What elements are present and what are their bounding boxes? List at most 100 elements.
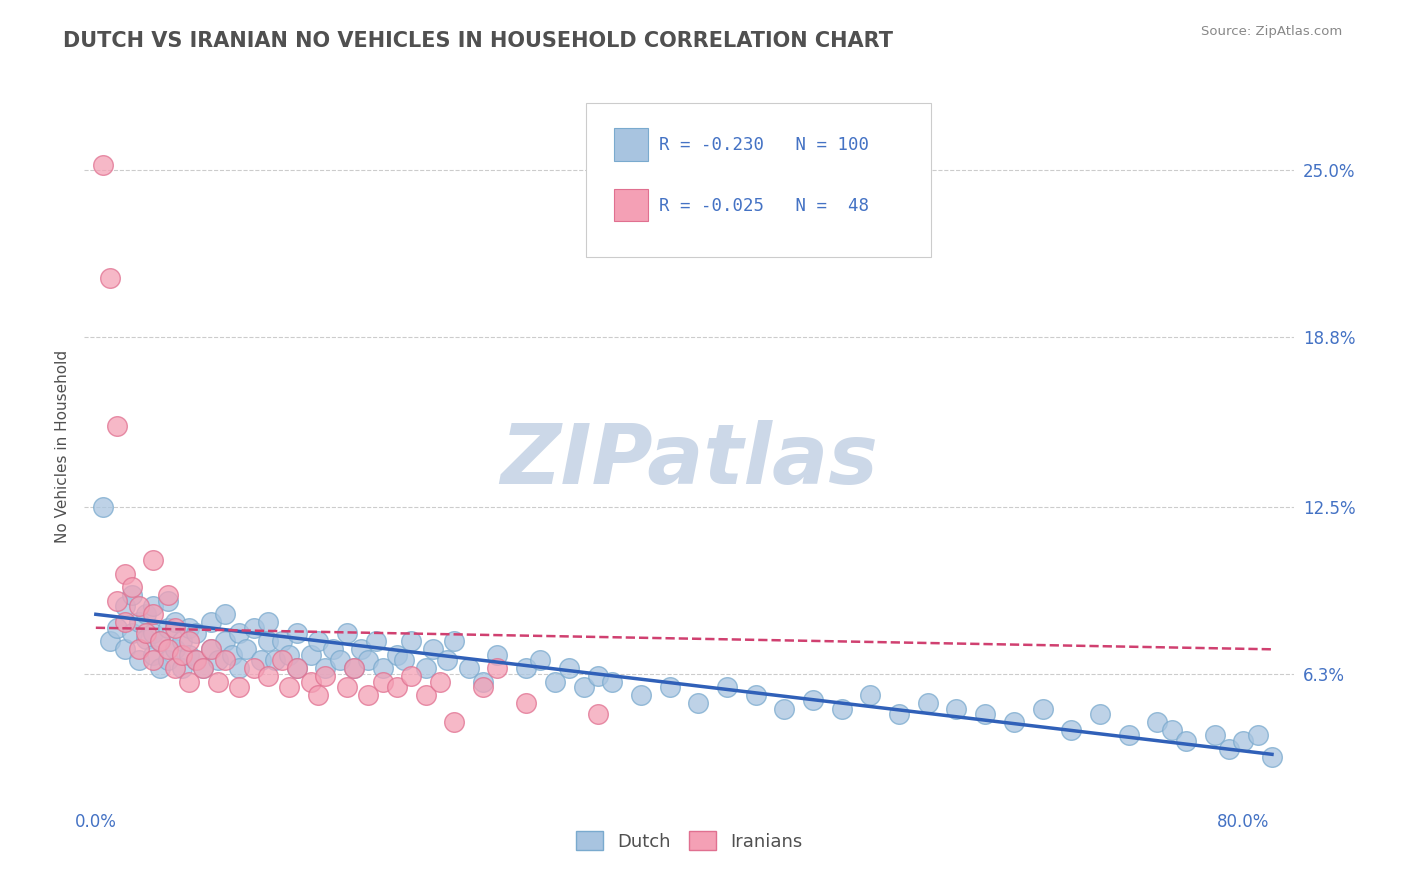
Point bbox=[343, 661, 366, 675]
Point bbox=[1031, 701, 1053, 715]
Point bbox=[98, 270, 121, 285]
Point bbox=[1088, 706, 1111, 721]
Point bbox=[887, 706, 910, 721]
Legend: Dutch, Iranians: Dutch, Iranians bbox=[568, 824, 810, 858]
Point bbox=[271, 634, 294, 648]
Point bbox=[285, 626, 308, 640]
Point bbox=[586, 669, 609, 683]
Point bbox=[515, 661, 537, 675]
Point bbox=[1246, 729, 1268, 743]
Point bbox=[170, 661, 193, 675]
Point bbox=[321, 642, 343, 657]
Point bbox=[371, 674, 394, 689]
Point bbox=[149, 634, 172, 648]
Point bbox=[156, 653, 179, 667]
Point bbox=[207, 674, 229, 689]
Point bbox=[515, 696, 537, 710]
Text: Source: ZipAtlas.com: Source: ZipAtlas.com bbox=[1202, 25, 1343, 38]
Point bbox=[945, 701, 967, 715]
Point bbox=[472, 680, 495, 694]
Y-axis label: No Vehicles in Household: No Vehicles in Household bbox=[55, 350, 70, 542]
Point bbox=[299, 648, 322, 662]
Point bbox=[658, 680, 681, 694]
Point bbox=[264, 653, 287, 667]
Point bbox=[200, 642, 222, 657]
Point bbox=[285, 661, 308, 675]
Point bbox=[385, 648, 408, 662]
Point bbox=[156, 589, 179, 603]
Point bbox=[630, 688, 652, 702]
Point bbox=[285, 661, 308, 675]
Point bbox=[271, 653, 294, 667]
Point bbox=[121, 580, 143, 594]
Point bbox=[149, 634, 172, 648]
Point bbox=[200, 615, 222, 630]
Point bbox=[917, 696, 939, 710]
Point bbox=[1146, 714, 1168, 729]
Point bbox=[242, 621, 264, 635]
Point bbox=[235, 642, 257, 657]
Point bbox=[1160, 723, 1182, 737]
Point bbox=[135, 632, 157, 646]
Point bbox=[307, 688, 329, 702]
Point bbox=[744, 688, 766, 702]
Point bbox=[336, 680, 359, 694]
Point bbox=[257, 669, 280, 683]
Point bbox=[529, 653, 551, 667]
Point bbox=[1002, 714, 1025, 729]
Point bbox=[228, 661, 250, 675]
Point bbox=[193, 661, 215, 675]
Point bbox=[156, 594, 179, 608]
Point bbox=[859, 688, 882, 702]
Point bbox=[429, 674, 451, 689]
Point bbox=[91, 158, 114, 172]
Point bbox=[163, 661, 186, 675]
Point bbox=[177, 648, 200, 662]
Point bbox=[364, 634, 387, 648]
Point bbox=[357, 653, 380, 667]
Point bbox=[114, 615, 136, 630]
Point bbox=[415, 661, 437, 675]
Point bbox=[831, 701, 853, 715]
Point bbox=[98, 634, 121, 648]
Text: DUTCH VS IRANIAN NO VEHICLES IN HOUSEHOLD CORRELATION CHART: DUTCH VS IRANIAN NO VEHICLES IN HOUSEHOL… bbox=[63, 31, 893, 51]
Point bbox=[186, 626, 208, 640]
Point bbox=[357, 688, 380, 702]
Point bbox=[314, 661, 336, 675]
Point bbox=[1204, 729, 1226, 743]
Point bbox=[385, 680, 408, 694]
Text: ZIPatlas: ZIPatlas bbox=[501, 420, 877, 500]
Point bbox=[457, 661, 479, 675]
Point bbox=[1232, 734, 1254, 748]
Point bbox=[392, 653, 415, 667]
Bar bbox=[614, 128, 648, 161]
Point bbox=[163, 615, 186, 630]
Point bbox=[91, 500, 114, 514]
Point bbox=[415, 688, 437, 702]
Point bbox=[401, 669, 423, 683]
Point bbox=[170, 634, 193, 648]
Point bbox=[135, 607, 157, 622]
Point bbox=[170, 648, 193, 662]
Point bbox=[801, 693, 824, 707]
Point bbox=[544, 674, 567, 689]
Point bbox=[278, 680, 301, 694]
Point bbox=[128, 642, 150, 657]
Point bbox=[221, 648, 243, 662]
Point bbox=[1060, 723, 1083, 737]
Point bbox=[443, 634, 465, 648]
Point bbox=[299, 674, 322, 689]
Point bbox=[371, 661, 394, 675]
Point bbox=[105, 418, 128, 433]
Point bbox=[163, 621, 186, 635]
Point bbox=[422, 642, 444, 657]
Point bbox=[156, 621, 179, 635]
Point bbox=[121, 626, 143, 640]
Point bbox=[105, 621, 128, 635]
Point bbox=[128, 653, 150, 667]
Point bbox=[586, 706, 609, 721]
Point bbox=[1118, 729, 1140, 743]
Point bbox=[135, 626, 157, 640]
Point bbox=[572, 680, 595, 694]
Point bbox=[214, 634, 236, 648]
